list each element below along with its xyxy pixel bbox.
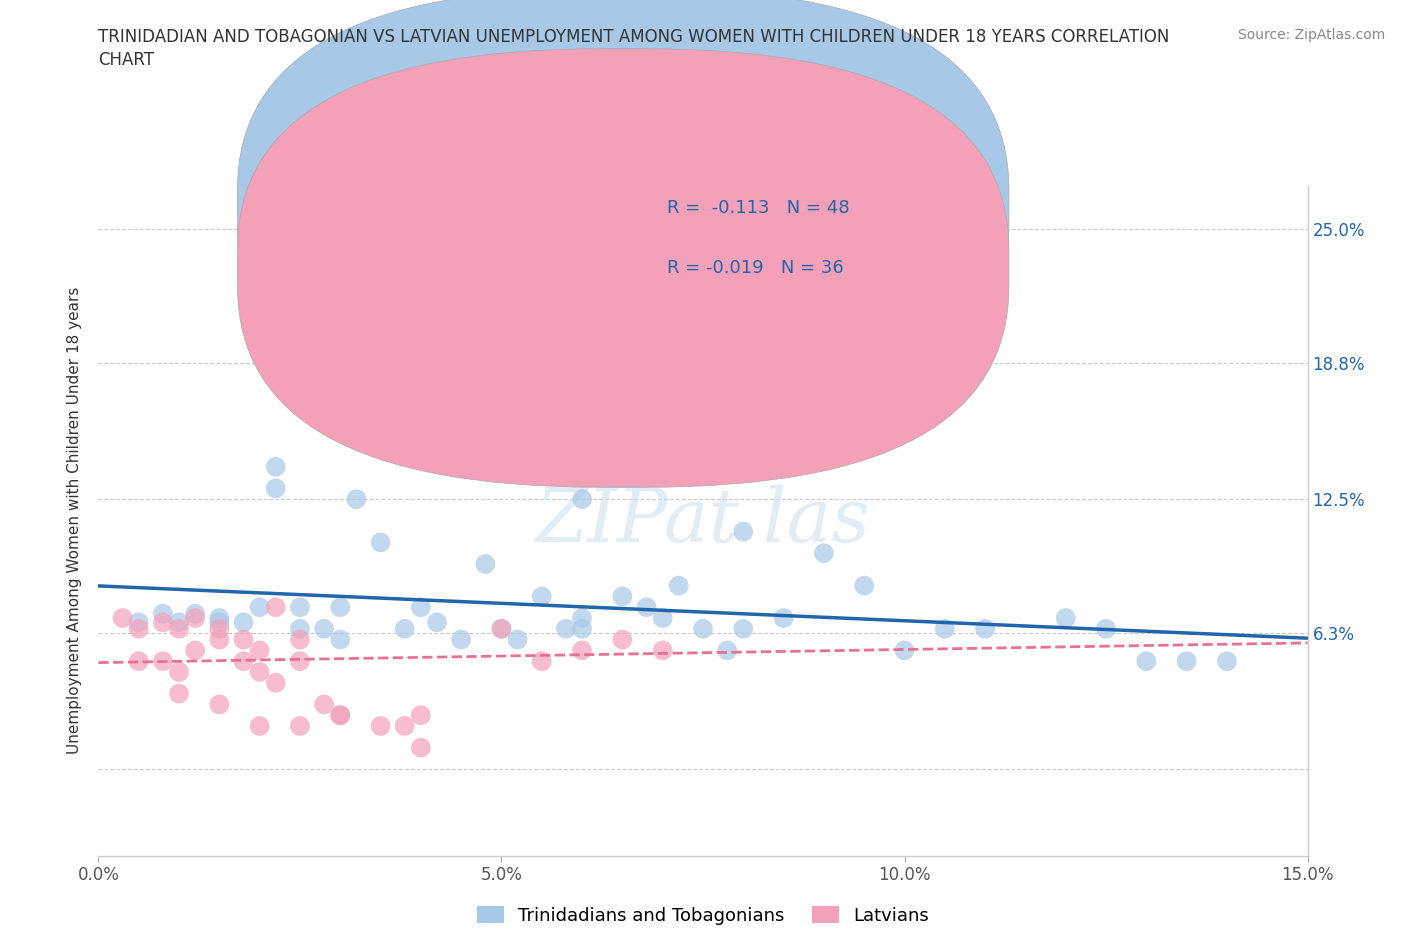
Point [530, 589, 553, 604]
Point [264, 675, 287, 690]
Point [288, 654, 311, 669]
Legend: Trinidadians and Tobagonians, Latvians: Trinidadians and Tobagonians, Latvians [468, 897, 938, 930]
Point [813, 546, 835, 561]
Point [772, 611, 794, 626]
Point [264, 459, 287, 474]
FancyBboxPatch shape [238, 0, 1010, 427]
Point [1216, 654, 1239, 669]
Text: R =  -0.113   N = 48: R = -0.113 N = 48 [666, 199, 849, 217]
Point [232, 654, 254, 669]
Point [394, 621, 416, 636]
Point [450, 352, 472, 366]
Point [152, 606, 174, 621]
Point [409, 708, 432, 723]
Point [329, 632, 352, 647]
Point [1175, 654, 1198, 669]
Point [934, 621, 956, 636]
Point [409, 740, 432, 755]
Point [314, 621, 336, 636]
Point [571, 611, 593, 626]
Point [571, 621, 593, 636]
Point [394, 719, 416, 734]
Point [249, 600, 271, 615]
Point [249, 665, 271, 680]
FancyBboxPatch shape [238, 48, 1010, 487]
Point [167, 621, 190, 636]
Point [893, 643, 915, 658]
Point [208, 611, 231, 626]
Point [555, 621, 578, 636]
Point [571, 643, 593, 658]
Point [651, 611, 673, 626]
Point [232, 632, 254, 647]
Point [314, 697, 336, 711]
Point [111, 611, 134, 626]
Point [450, 632, 472, 647]
Point [491, 621, 513, 636]
Point [1135, 654, 1157, 669]
Point [1095, 621, 1118, 636]
Point [344, 492, 367, 507]
Point [288, 621, 311, 636]
Text: CHART: CHART [98, 51, 155, 69]
Point [853, 578, 876, 593]
Point [409, 600, 432, 615]
Point [370, 535, 392, 550]
Point [506, 632, 529, 647]
Point [733, 525, 755, 539]
Point [208, 697, 231, 711]
Text: TRINIDADIAN AND TOBAGONIAN VS LATVIAN UNEMPLOYMENT AMONG WOMEN WITH CHILDREN UND: TRINIDADIAN AND TOBAGONIAN VS LATVIAN UN… [98, 28, 1170, 46]
Point [692, 621, 714, 636]
Point [1054, 611, 1077, 626]
Point [733, 621, 755, 636]
Point [208, 632, 231, 647]
Point [208, 621, 231, 636]
Point [128, 654, 150, 669]
Point [288, 600, 311, 615]
Point [716, 643, 738, 658]
Y-axis label: Unemployment Among Women with Children Under 18 years: Unemployment Among Women with Children U… [67, 287, 83, 754]
Point [249, 719, 271, 734]
Point [249, 643, 271, 658]
Point [668, 578, 690, 593]
Point [167, 665, 190, 680]
Point [329, 708, 352, 723]
Point [651, 643, 673, 658]
Point [491, 621, 513, 636]
Point [329, 708, 352, 723]
Point [474, 556, 496, 571]
Point [128, 615, 150, 630]
Point [152, 654, 174, 669]
FancyBboxPatch shape [576, 169, 993, 324]
Point [636, 600, 658, 615]
Point [974, 621, 997, 636]
Point [329, 600, 352, 615]
Point [530, 654, 553, 669]
Point [571, 492, 593, 507]
Point [232, 615, 254, 630]
Point [426, 615, 449, 630]
Point [167, 686, 190, 701]
Point [288, 719, 311, 734]
Point [167, 615, 190, 630]
Point [184, 606, 207, 621]
Point [612, 632, 634, 647]
Point [370, 719, 392, 734]
Point [612, 589, 634, 604]
Text: Source: ZipAtlas.com: Source: ZipAtlas.com [1237, 28, 1385, 42]
Point [128, 621, 150, 636]
Text: ZIPat las: ZIPat las [536, 485, 870, 557]
Point [184, 643, 207, 658]
Point [152, 615, 174, 630]
Point [288, 632, 311, 647]
Point [264, 600, 287, 615]
Text: R = -0.019   N = 36: R = -0.019 N = 36 [666, 259, 844, 277]
Point [184, 611, 207, 626]
Point [264, 481, 287, 496]
Point [208, 615, 231, 630]
